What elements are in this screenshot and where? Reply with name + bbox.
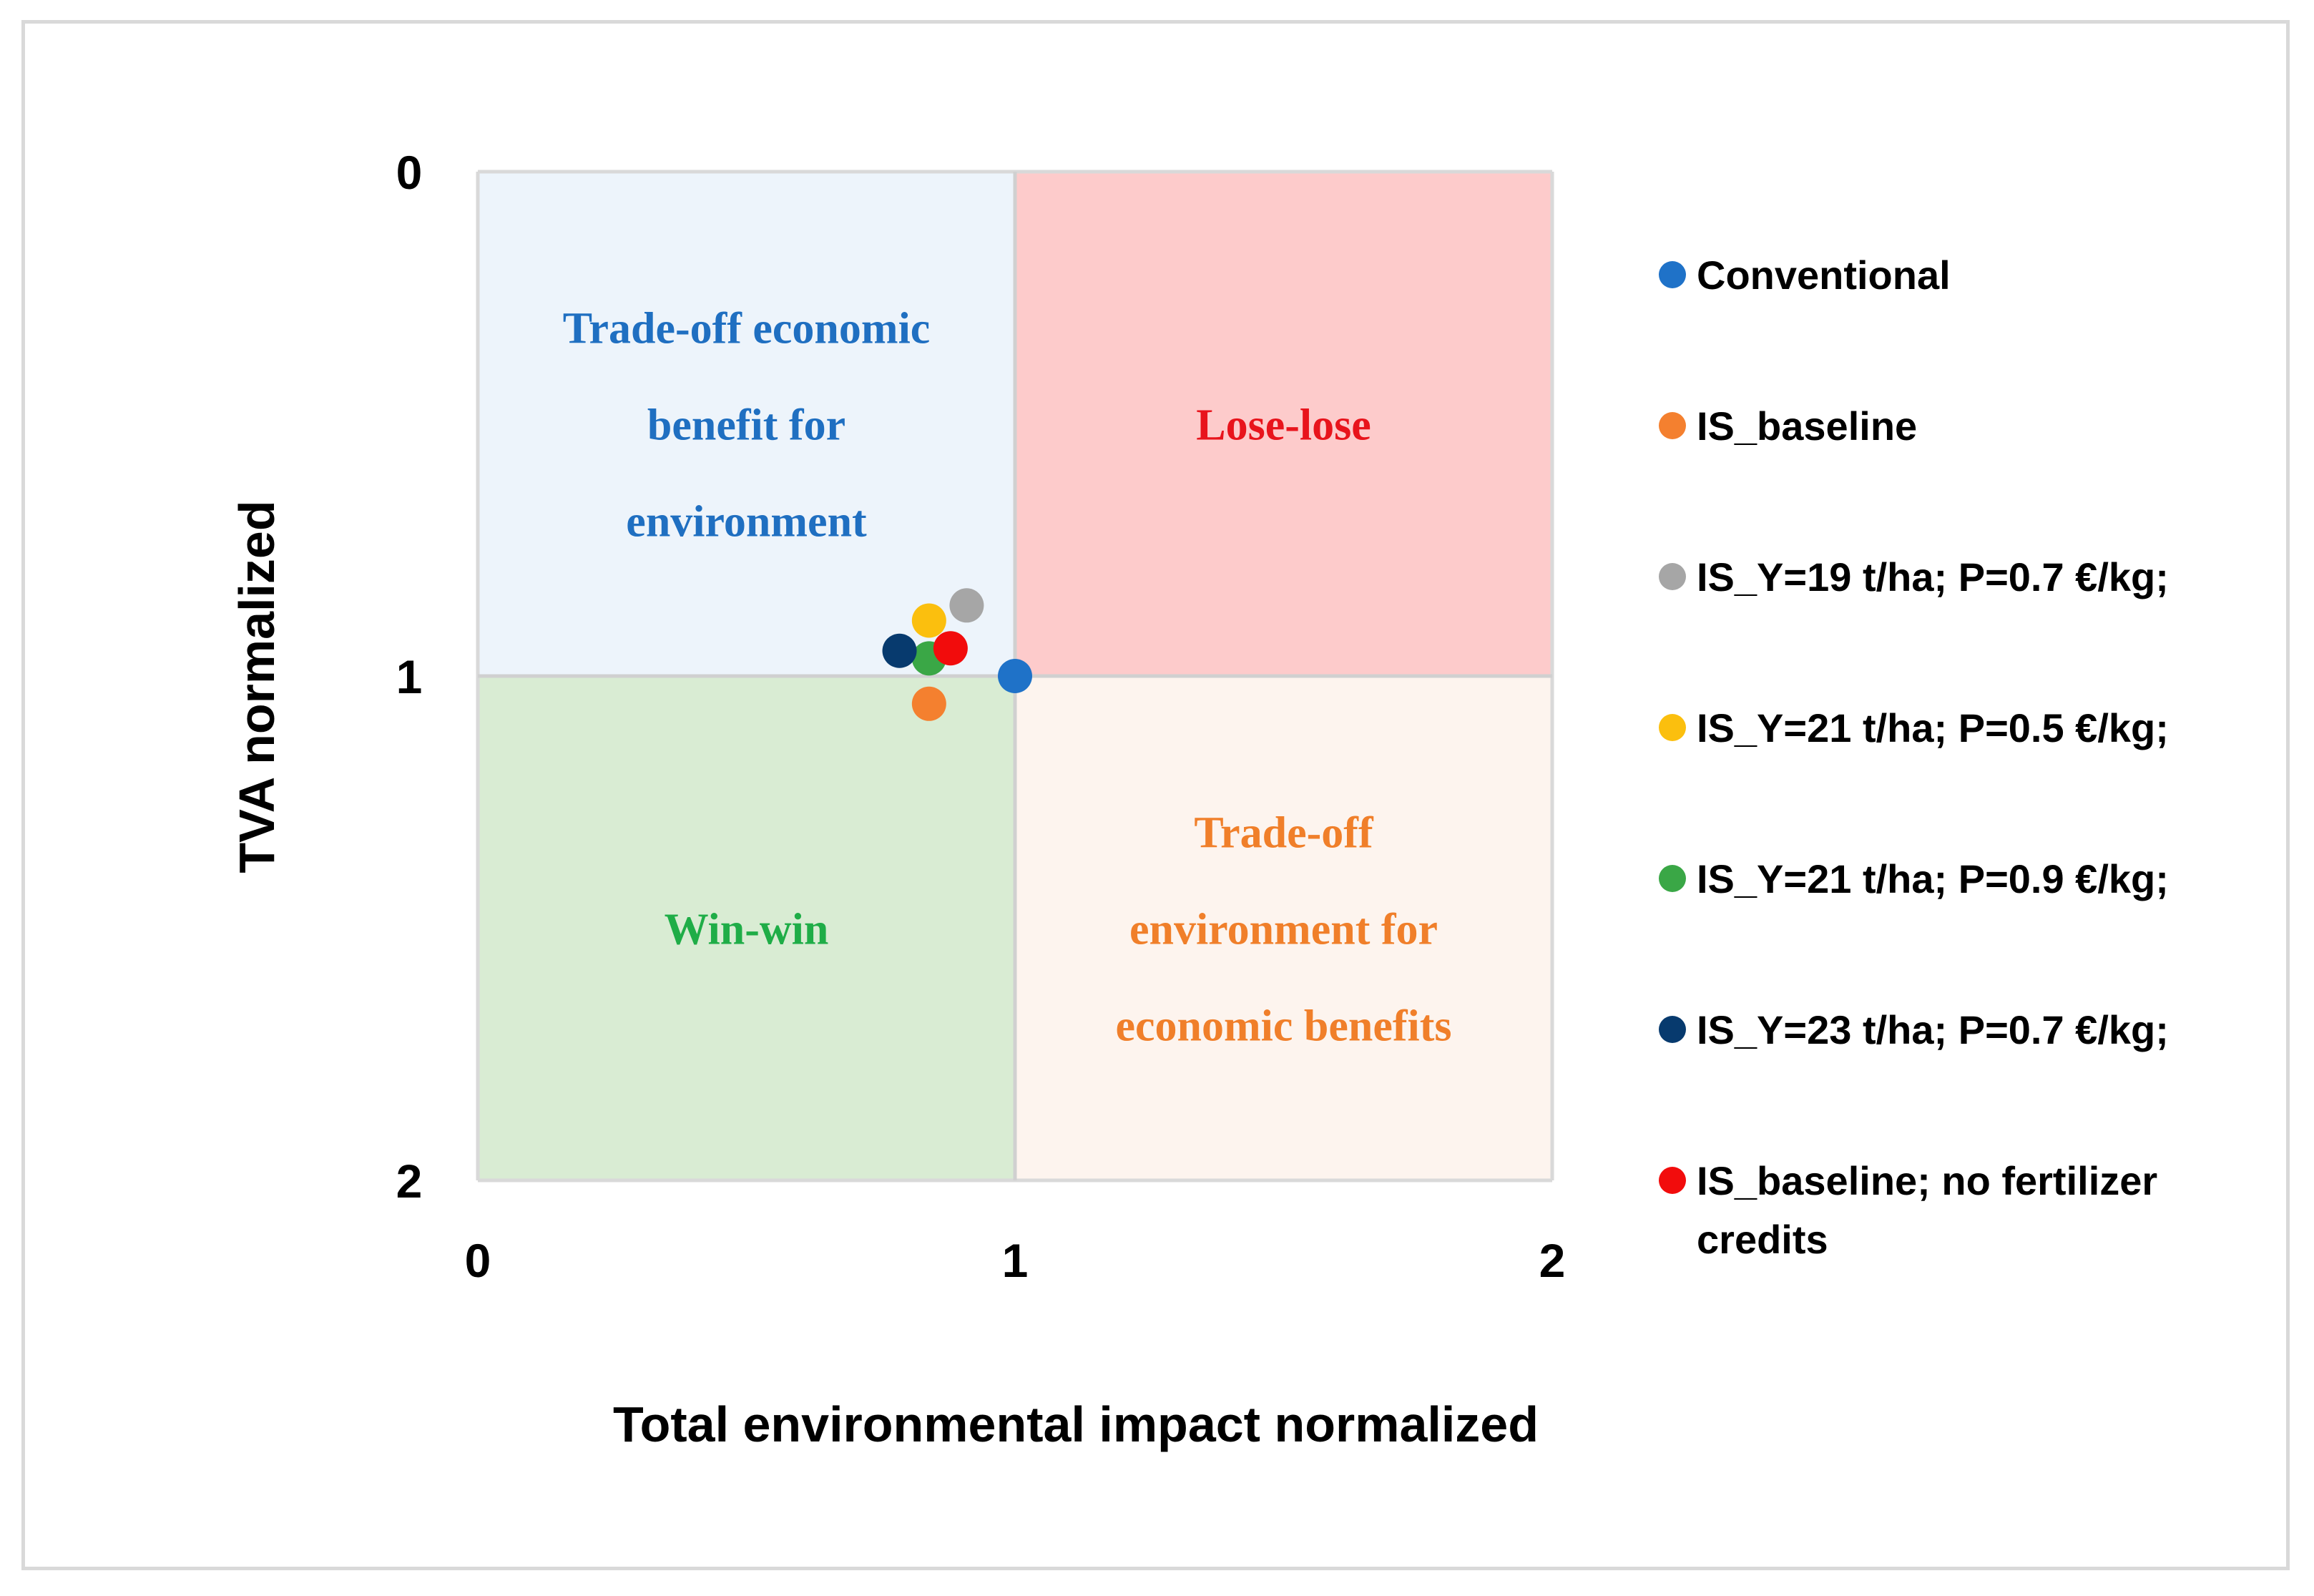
data-point[interactable] [998, 659, 1032, 693]
legend-entry[interactable]: Conventional [1659, 253, 1951, 298]
x-tick-label: 1 [1002, 1234, 1029, 1287]
legend-label: IS_baseline [1697, 403, 1917, 449]
legend-label: IS_Y=19 t/ha; P=0.7 €/kg; [1697, 554, 2169, 599]
legend-marker [1659, 261, 1686, 288]
quadrant-label-win-win: Win-win [665, 906, 829, 954]
legend-label: Conventional [1697, 253, 1951, 298]
legend-label: IS_baseline; no fertilizer [1697, 1158, 2157, 1203]
data-points-layer [882, 588, 1032, 721]
data-point[interactable] [882, 633, 917, 668]
quadrant-label-trade-off-economic: Trade-off economic [563, 305, 931, 353]
legend: Conventional IS_baseline IS_Y=19 t/ha; P=0… [1659, 253, 2169, 1262]
quadrant-lose-lose [1015, 172, 1552, 676]
y-tick-label: 0 [396, 146, 423, 199]
quadrant-label-layer: Trade-off economic benefit for environment… [563, 305, 1452, 1051]
legend-marker [1659, 412, 1686, 439]
y-axis-title: TVA normalized [229, 500, 285, 873]
legend-label: IS_Y=21 t/ha; P=0.5 €/kg; [1697, 705, 2169, 750]
data-point[interactable] [911, 603, 946, 638]
legend-marker [1659, 1167, 1686, 1194]
quadrant-label-lose-lose: Lose-lose [1196, 401, 1371, 450]
data-point[interactable] [911, 686, 946, 721]
legend-marker [1659, 714, 1686, 741]
legend-entry[interactable]: IS_Y=21 t/ha; P=0.9 €/kg; [1659, 856, 2169, 901]
legend-entry[interactable]: IS_Y=19 t/ha; P=0.7 €/kg; [1659, 554, 2169, 599]
quadrant-label-trade-off-environment: economic benefits [1115, 1002, 1451, 1051]
quadrant-label-trade-off-economic: benefit for [647, 401, 845, 450]
legend-entry[interactable]: IS_baseline [1659, 403, 1917, 449]
legend-marker [1659, 1016, 1686, 1043]
x-axis-title: Total environmental impact normalized [613, 1396, 1539, 1452]
legend-label: IS_Y=23 t/ha; P=0.7 €/kg; [1697, 1007, 2169, 1052]
quadrant-trade-off-environment [1015, 676, 1552, 1180]
legend-entry[interactable]: IS_baseline; no fertilizer credits [1659, 1158, 2157, 1262]
y-tick-label: 1 [396, 650, 423, 703]
legend-entry[interactable]: IS_Y=21 t/ha; P=0.5 €/kg; [1659, 705, 2169, 750]
legend-marker [1659, 865, 1686, 892]
legend-entry[interactable]: IS_Y=23 t/ha; P=0.7 €/kg; [1659, 1007, 2169, 1052]
quadrant-label-trade-off-environment: Trade-off [1194, 809, 1374, 858]
quadrant-trade-off-economic [478, 172, 1015, 676]
quadrant-win-win [478, 676, 1015, 1180]
quadrant-label-trade-off-environment: environment for [1129, 906, 1438, 954]
data-point[interactable] [933, 631, 968, 666]
legend-marker [1659, 563, 1686, 590]
y-tick-label: 2 [396, 1155, 423, 1208]
x-tick-label: 0 [465, 1234, 491, 1287]
legend-label: credits [1697, 1217, 1828, 1262]
quadrant-label-trade-off-economic: environment [626, 498, 867, 547]
quadrant-layer [478, 172, 1552, 1180]
legend-label: IS_Y=21 t/ha; P=0.9 €/kg; [1697, 856, 2169, 901]
data-point[interactable] [949, 588, 984, 623]
x-tick-label: 2 [1539, 1234, 1566, 1287]
